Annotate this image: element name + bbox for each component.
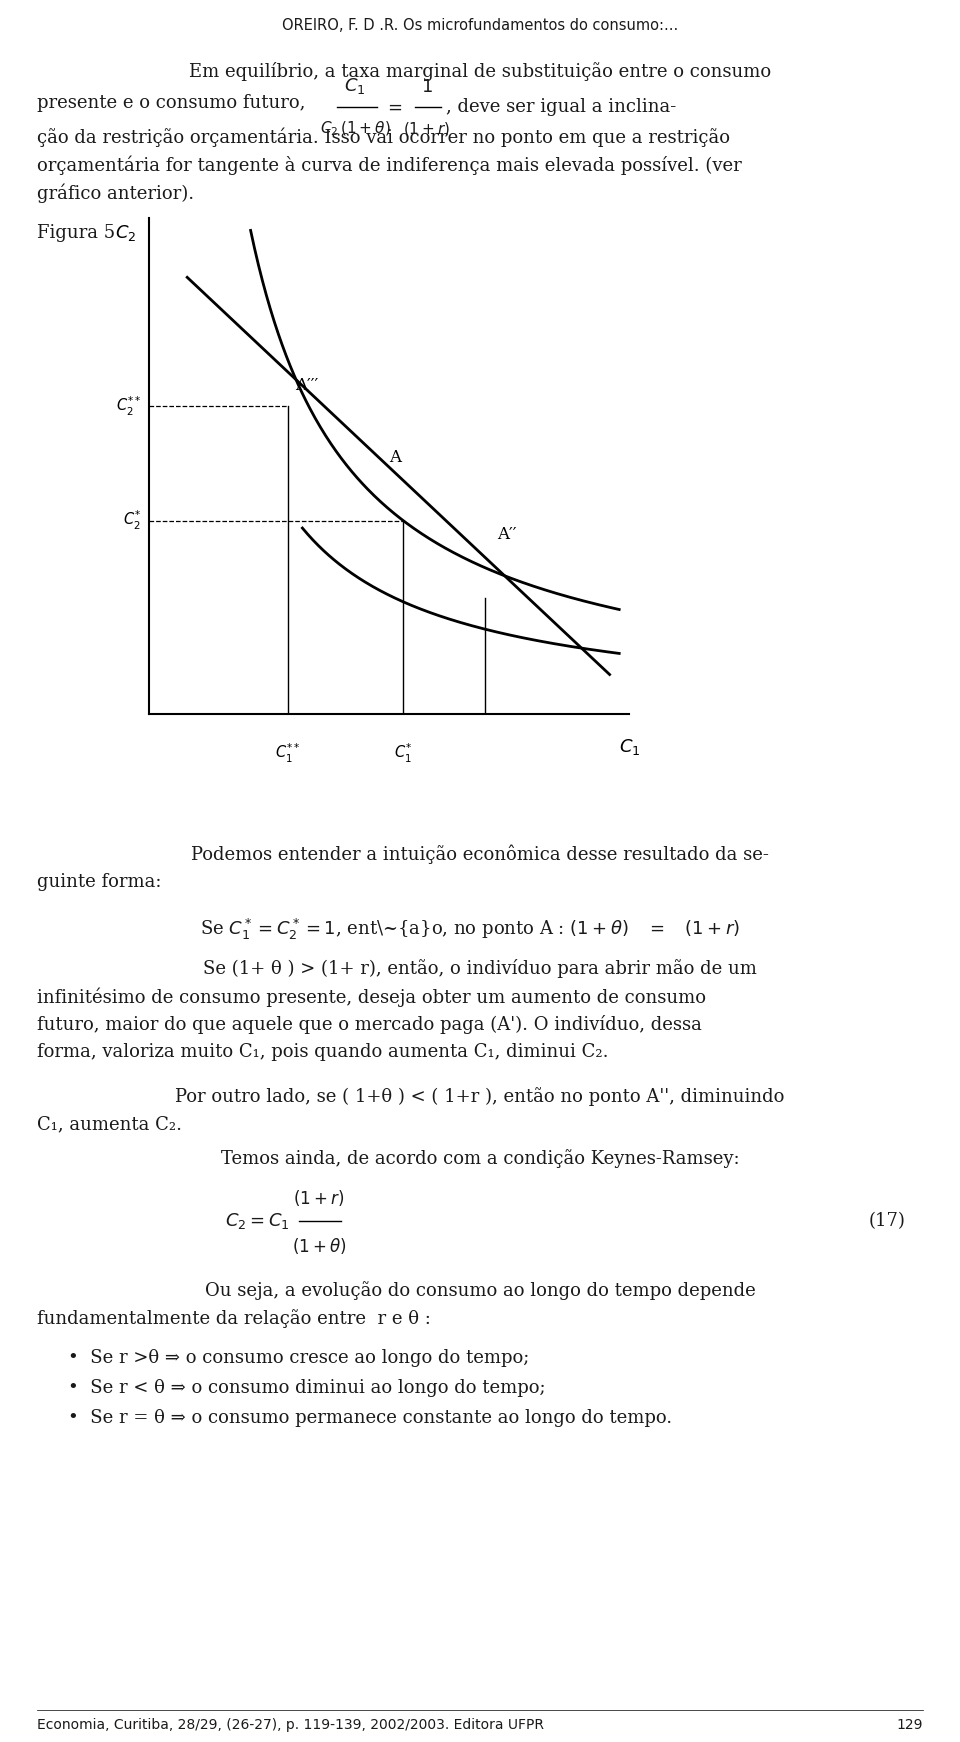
Text: $(1+r)$: $(1+r)$ [403, 120, 450, 138]
Text: $C_1$: $C_1$ [345, 77, 366, 96]
Text: $C_2^{**}$: $C_2^{**}$ [116, 395, 142, 418]
Text: A′′′: A′′′ [296, 376, 319, 394]
Text: $C_1^{*}$: $C_1^{*}$ [395, 742, 412, 765]
Text: futuro, maior do que aquele que o mercado paga (A'). O indivíduo, dessa: futuro, maior do que aquele que o mercad… [37, 1016, 702, 1035]
Text: forma, valoriza muito C₁, pois quando aumenta C₁, diminui C₂.: forma, valoriza muito C₁, pois quando au… [37, 1043, 609, 1061]
Text: Figura 5: Figura 5 [37, 225, 115, 242]
Text: $C_1$: $C_1$ [619, 737, 641, 756]
Text: •  Se r >θ ⇒ o consumo cresce ao longo do tempo;: • Se r >θ ⇒ o consumo cresce ao longo do… [68, 1348, 529, 1367]
Text: •  Se r < θ ⇒ o consumo diminui ao longo do tempo;: • Se r < θ ⇒ o consumo diminui ao longo … [68, 1380, 545, 1397]
Text: $C_2 = C_1$: $C_2 = C_1$ [226, 1211, 290, 1232]
Text: 129: 129 [897, 1718, 923, 1732]
Text: OREIRO, F. D .R. Os microfundamentos do consumo:...: OREIRO, F. D .R. Os microfundamentos do … [282, 17, 678, 33]
Text: Temos ainda, de acordo com a condição Keynes-Ramsey:: Temos ainda, de acordo com a condição Ke… [221, 1150, 739, 1167]
Text: $=$: $=$ [384, 98, 402, 117]
Text: gráfico anterior).: gráfico anterior). [37, 185, 194, 204]
Text: Se $C_1^* = C_2^* = 1$, ent\~{a}o, no ponto A : $\left(1+\theta\right)$   $=$   : Se $C_1^* = C_2^* = 1$, ent\~{a}o, no po… [200, 916, 740, 942]
Text: A: A [389, 449, 401, 467]
Text: $C_1^{**}$: $C_1^{**}$ [276, 742, 300, 765]
Text: Por outro lado, se ( 1+θ ) < ( 1+r ), então no ponto A'', diminuindo: Por outro lado, se ( 1+θ ) < ( 1+r ), en… [176, 1087, 784, 1106]
Text: $1$: $1$ [421, 78, 433, 96]
Text: infinitésimo de consumo presente, deseja obter um aumento de consumo: infinitésimo de consumo presente, deseja… [37, 988, 706, 1007]
Text: $C_2\,(1+\theta)$: $C_2\,(1+\theta)$ [320, 120, 391, 138]
Text: A′′: A′′ [497, 526, 516, 544]
Text: $C_2$: $C_2$ [115, 223, 137, 242]
Text: $(1+r)$: $(1+r)$ [294, 1188, 345, 1207]
Text: presente e o consumo futuro,: presente e o consumo futuro, [37, 94, 305, 111]
Text: fundamentalmente da relação entre  r e θ :: fundamentalmente da relação entre r e θ … [37, 1308, 431, 1327]
Text: Se (1+ θ ) > (1+ r), então, o indivíduo para abrir mão de um: Se (1+ θ ) > (1+ r), então, o indivíduo … [204, 960, 756, 977]
Text: ção da restrição orçamentária. Isso vai ocorrer no ponto em que a restrição: ção da restrição orçamentária. Isso vai … [37, 127, 730, 148]
Text: C₁, aumenta C₂.: C₁, aumenta C₂. [37, 1115, 182, 1132]
Text: (17): (17) [868, 1212, 905, 1230]
Text: orçamentária for tangente à curva de indiferença mais elevada possível. (ver: orçamentária for tangente à curva de ind… [37, 157, 742, 176]
Text: Ou seja, a evolução do consumo ao longo do tempo depende: Ou seja, a evolução do consumo ao longo … [204, 1280, 756, 1300]
Text: Em equilíbrio, a taxa marginal de substituição entre o consumo: Em equilíbrio, a taxa marginal de substi… [189, 63, 771, 80]
Text: $C_2^{*}$: $C_2^{*}$ [124, 509, 142, 533]
Text: $(1+\theta)$: $(1+\theta)$ [292, 1237, 347, 1256]
Text: , deve ser igual a inclina-: , deve ser igual a inclina- [446, 98, 676, 117]
Text: Podemos entender a intuição econômica desse resultado da se-: Podemos entender a intuição econômica de… [191, 845, 769, 864]
Text: guinte forma:: guinte forma: [37, 873, 161, 890]
Text: •  Se r = θ ⇒ o consumo permanece constante ao longo do tempo.: • Se r = θ ⇒ o consumo permanece constan… [68, 1409, 672, 1427]
Text: Economia, Curitiba, 28/29, (26-27), p. 119-139, 2002/2003. Editora UFPR: Economia, Curitiba, 28/29, (26-27), p. 1… [37, 1718, 544, 1732]
